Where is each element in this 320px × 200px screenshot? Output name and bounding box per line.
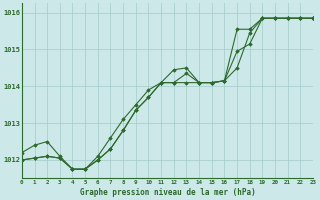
X-axis label: Graphe pression niveau de la mer (hPa): Graphe pression niveau de la mer (hPa) (80, 188, 255, 197)
